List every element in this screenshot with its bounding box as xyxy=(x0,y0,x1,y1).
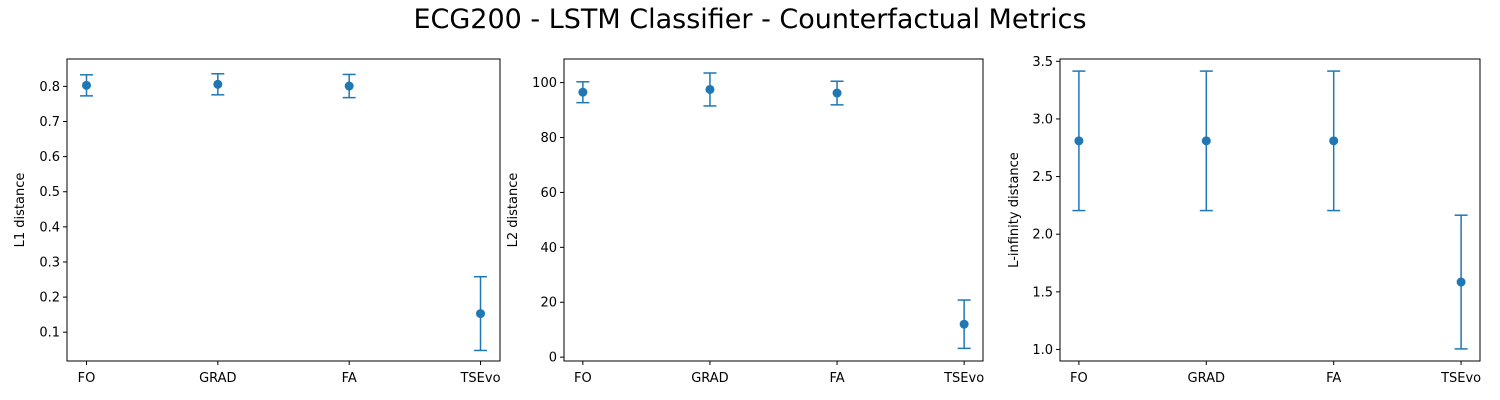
y-axis-label: L2 distance xyxy=(506,173,521,248)
y-tick-label: 100 xyxy=(532,76,557,91)
y-tick-label: 20 xyxy=(540,296,557,311)
y-tick-label: 60 xyxy=(540,186,557,201)
data-point xyxy=(959,319,969,329)
x-tick-label: FO xyxy=(1070,371,1088,386)
x-tick-label: FO xyxy=(574,371,592,386)
data-point xyxy=(476,309,486,319)
y-tick-label: 0.2 xyxy=(39,291,60,306)
y-tick-label: 80 xyxy=(540,131,557,146)
data-point xyxy=(578,87,588,97)
y-tick-label: 0.1 xyxy=(39,326,60,341)
data-point xyxy=(344,81,354,91)
figure-title: ECG200 - LSTM Classifier - Counterfactua… xyxy=(413,4,1087,35)
x-tick-label: FA xyxy=(342,371,357,386)
data-point xyxy=(1074,136,1084,146)
x-tick-label: TSEvo xyxy=(1440,371,1481,386)
x-tick-label: TSEvo xyxy=(459,371,500,386)
data-point xyxy=(705,84,715,94)
subplot-1: 0.1 0.2 0.3 0.4 0.5 0.6 0.7 0.8 FO GRAD FA TSEvo L1 … xyxy=(13,58,501,386)
y-tick-label: 3.5 xyxy=(1032,55,1053,70)
y-axis-label: L-infinity distance xyxy=(1007,152,1022,268)
y-tick-label: 40 xyxy=(540,241,557,256)
y-tick-label: 2.0 xyxy=(1032,228,1053,243)
y-tick-label: 0.7 xyxy=(39,115,60,130)
subplot-3: 1.0 1.5 2.0 2.5 3.0 3.5 FO GRAD FA TSEvo L-infinit… xyxy=(1007,55,1481,386)
data-point xyxy=(1456,277,1466,287)
data-point xyxy=(81,80,91,90)
y-tick-label: 3.0 xyxy=(1032,112,1053,127)
x-tick-label: GRAD xyxy=(1188,371,1225,386)
y-tick-label: 0.6 xyxy=(39,150,60,165)
x-tick-label: GRAD xyxy=(199,371,236,386)
axes-frame xyxy=(66,58,501,362)
x-tick-label: GRAD xyxy=(691,371,728,386)
y-tick-label: 0.4 xyxy=(39,220,60,235)
data-point xyxy=(213,79,223,89)
y-tick-label: 0 xyxy=(549,351,557,366)
y-tick-label: 0.5 xyxy=(39,185,60,200)
axes-frame xyxy=(563,58,984,362)
y-tick-label: 1.5 xyxy=(1032,285,1053,300)
x-tick-label: FA xyxy=(1326,371,1341,386)
x-tick-label: FA xyxy=(829,371,844,386)
y-axis-label: L1 distance xyxy=(13,173,28,248)
subplot-2: 0 20 40 60 80 100 FO GRAD FA TSEvo L2 distance xyxy=(506,58,984,386)
y-tick-label: 0.8 xyxy=(39,80,60,95)
y-tick-label: 1.0 xyxy=(1032,343,1053,358)
data-point xyxy=(832,88,842,98)
data-point xyxy=(1201,136,1211,146)
y-tick-label: 0.3 xyxy=(39,255,60,270)
axes-frame xyxy=(1059,58,1481,362)
x-tick-label: TSEvo xyxy=(943,371,984,386)
x-tick-label: FO xyxy=(78,371,96,386)
data-point xyxy=(1329,136,1339,146)
y-tick-label: 2.5 xyxy=(1032,170,1053,185)
